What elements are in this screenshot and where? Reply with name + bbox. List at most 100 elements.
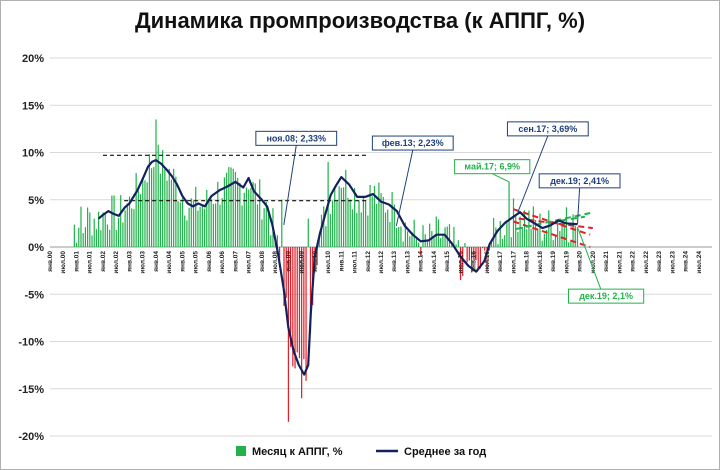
monthly-bar [111,195,113,247]
monthly-bar [552,240,554,247]
monthly-bar [203,208,206,247]
monthly-bar [574,225,576,247]
monthly-bar [256,204,259,247]
monthly-bar [95,229,98,247]
y-tick-label: -20% [18,431,44,443]
monthly-bar [144,180,146,247]
monthly-bar [148,154,150,247]
monthly-bar [325,226,327,247]
monthly-bar [104,213,106,247]
x-tick-label: янв.07 [232,251,239,272]
annotation-box [506,121,589,137]
monthly-bar [411,232,413,247]
x-tick-label: июл.17 [510,251,517,274]
monthly-bar [464,243,466,247]
monthly-bar [323,206,325,247]
monthly-bar [188,207,190,247]
x-tick-label: июл.18 [537,251,544,274]
monthly-bar [128,196,131,247]
monthly-bar [80,206,82,247]
x-tick-label: янв.23 [656,251,663,272]
monthly-bar [250,187,252,247]
monthly-bar [475,247,477,261]
x-tick-label: янв.17 [497,251,504,272]
monthly-bar [437,219,440,247]
monthly-bar [367,215,369,247]
y-tick-label: -10% [18,337,44,349]
monthly-bar [506,220,508,247]
monthly-bar [462,247,464,277]
monthly-bar [426,240,429,247]
monthly-bar [380,193,382,247]
monthly-bar [477,247,479,270]
y-tick-label: 10% [22,148,44,160]
monthly-bar [382,196,384,247]
x-tick-label: янв.09 [285,251,292,272]
monthly-bar [466,247,468,263]
monthly-bar [486,247,488,271]
monthly-bar [358,200,360,247]
x-tick-label: янв.12 [365,251,372,272]
monthly-bar [281,199,283,247]
monthly-bar [512,198,515,247]
monthly-bar [557,221,559,247]
annotation-leader [283,145,297,226]
reference-line [513,220,591,248]
monthly-bar [298,247,301,359]
monthly-bar [78,227,80,247]
y-tick-label: 0% [28,242,44,254]
x-tick-label: июл.21 [616,251,623,274]
monthly-bar [153,167,155,247]
monthly-bar [404,222,406,247]
monthly-bar [537,229,539,247]
monthly-bar [137,190,139,247]
monthly-bar [184,215,186,247]
monthly-bar [561,225,563,247]
monthly-bar [484,247,486,251]
monthly-bar [122,222,124,247]
monthly-bar [526,229,528,247]
monthly-bar [199,206,201,247]
monthly-bar [208,201,210,247]
monthly-bar [354,188,356,247]
monthly-bar [347,197,349,247]
legend-bar-swatch [236,446,246,456]
annotation-leader [517,135,549,213]
monthly-bar [192,200,195,247]
monthly-bar [259,179,261,247]
x-tick-label: июл.12 [378,251,385,274]
x-tick-label: июл.02 [113,251,120,274]
monthly-bar [444,227,446,247]
monthly-bar [406,231,409,247]
monthly-bar [510,237,512,247]
monthly-bar [86,207,89,247]
monthly-bar [168,168,170,247]
monthly-bar [530,229,532,247]
monthly-bar [170,179,173,247]
annotation-leader [491,173,510,183]
monthly-bar [554,235,557,247]
monthly-bar [285,247,287,298]
monthly-bar [102,212,104,247]
x-tick-label: янв.15 [444,251,451,272]
monthly-bar [73,224,75,247]
monthly-bar [435,216,437,247]
monthly-bar [413,219,415,247]
x-tick-label: янв.02 [100,251,107,272]
monthly-bar [334,188,336,247]
monthly-bar [190,198,192,247]
monthly-bar [265,201,267,247]
average-line [97,159,578,376]
x-tick-label: янв.04 [153,251,160,272]
x-tick-label: янв.18 [524,251,531,272]
monthly-bar [239,182,241,247]
monthly-bar [252,181,254,247]
monthly-bar [365,200,367,247]
annotation-box [538,173,621,189]
monthly-bar [91,235,93,247]
x-tick-label: июл.04 [166,251,173,274]
monthly-bar [195,186,197,247]
y-tick-label: 5% [28,195,44,207]
monthly-bar [459,247,462,281]
